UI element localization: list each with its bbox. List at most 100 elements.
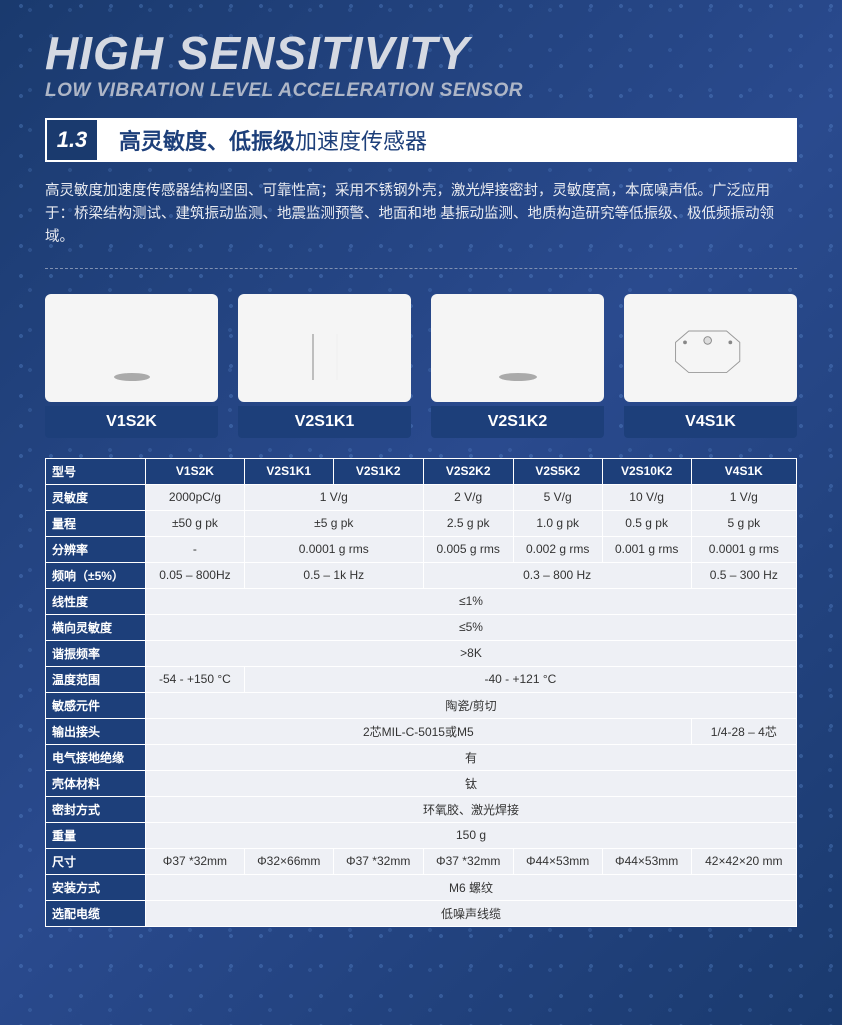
product-image — [45, 294, 218, 402]
table-cell: Φ44×53mm — [513, 848, 602, 874]
table-cell: -54 - +150 °C — [146, 666, 245, 692]
table-row: 分辨率-0.0001 g rms0.005 g rms0.002 g rms0.… — [46, 536, 797, 562]
table-cell: 低噪声线缆 — [146, 900, 797, 926]
table-row: 安装方式M6 螺纹 — [46, 874, 797, 900]
table-cell: 0.0001 g rms — [244, 536, 423, 562]
table-cell: 0.5 – 1k Hz — [244, 562, 423, 588]
section-number: 1.3 — [45, 118, 99, 162]
table-cell: 2000pC/g — [146, 484, 245, 510]
table-cell: 有 — [146, 744, 797, 770]
section-title-light: 加速度传感器 — [295, 124, 427, 156]
table-cell: -40 - +121 °C — [244, 666, 796, 692]
table-row: 电气接地绝缘有 — [46, 744, 797, 770]
row-label: 横向灵敏度 — [46, 614, 146, 640]
table-cell: 1 V/g — [691, 484, 796, 510]
table-cell: 0.001 g rms — [602, 536, 691, 562]
table-cell: 0.5 – 300 Hz — [691, 562, 796, 588]
table-header: V2S5K2 — [513, 458, 602, 484]
table-cell: 1/4-28 – 4芯 — [691, 718, 796, 744]
row-label: 尺寸 — [46, 848, 146, 874]
product-card: V2S1K1 — [238, 294, 411, 438]
table-row: 横向灵敏度≤5% — [46, 614, 797, 640]
table-cell: 0.3 – 800 Hz — [423, 562, 691, 588]
product-card: V4S1K — [624, 294, 797, 438]
table-header: V2S1K2 — [333, 458, 423, 484]
table-cell: 0.05 – 800Hz — [146, 562, 245, 588]
table-cell: M6 螺纹 — [146, 874, 797, 900]
sensor-icon — [295, 310, 355, 385]
product-model-label: V1S2K — [45, 406, 218, 438]
table-cell: 陶瓷/剪切 — [146, 692, 797, 718]
table-cell: 10 V/g — [602, 484, 691, 510]
row-label: 温度范围 — [46, 666, 146, 692]
table-row: 敏感元件陶瓷/剪切 — [46, 692, 797, 718]
row-label: 安装方式 — [46, 874, 146, 900]
table-cell: 0.0001 g rms — [691, 536, 796, 562]
table-cell: ≤5% — [146, 614, 797, 640]
row-label: 分辨率 — [46, 536, 146, 562]
table-cell: Φ32×66mm — [244, 848, 333, 874]
product-image — [431, 294, 604, 402]
row-label: 壳体材料 — [46, 770, 146, 796]
table-cell: 2芯MIL-C-5015或M5 — [146, 718, 692, 744]
product-model-label: V2S1K1 — [238, 406, 411, 438]
table-row: 频响（±5%）0.05 – 800Hz0.5 – 1k Hz0.3 – 800 … — [46, 562, 797, 588]
table-row: 谐振频率>8K — [46, 640, 797, 666]
table-cell: 0.005 g rms — [423, 536, 513, 562]
table-row: 尺寸Φ37 *32mmΦ32×66mmΦ37 *32mmΦ37 *32mmΦ44… — [46, 848, 797, 874]
table-row: 壳体材料钛 — [46, 770, 797, 796]
sensor-icon — [668, 318, 753, 378]
table-header: V4S1K — [691, 458, 796, 484]
section-title-bold: 高灵敏度、低振级 — [119, 124, 295, 156]
row-label: 密封方式 — [46, 796, 146, 822]
page-subtitle-en: LOW VIBRATION LEVEL ACCELERATION SENSOR — [45, 80, 797, 102]
table-cell: 环氧胶、激光焊接 — [146, 796, 797, 822]
row-label: 重量 — [46, 822, 146, 848]
table-cell: >8K — [146, 640, 797, 666]
row-label: 频响（±5%） — [46, 562, 146, 588]
divider — [45, 268, 797, 269]
table-cell: 0.002 g rms — [513, 536, 602, 562]
table-cell: 150 g — [146, 822, 797, 848]
table-header: V2S1K1 — [244, 458, 333, 484]
table-cell: 42×42×20 mm — [691, 848, 796, 874]
table-cell: 0.5 g pk — [602, 510, 691, 536]
row-label: 敏感元件 — [46, 692, 146, 718]
product-image — [624, 294, 797, 402]
section-header: 1.3 高灵敏度、低振级加速度传感器 — [45, 118, 797, 162]
table-cell: Φ37 *32mm — [146, 848, 245, 874]
table-cell: ±50 g pk — [146, 510, 245, 536]
sensor-icon — [102, 310, 162, 385]
table-cell: 钛 — [146, 770, 797, 796]
product-card-row: V1S2K V2S1K1 V2S1K2 V4S1K — [45, 294, 797, 438]
table-cell: 5 g pk — [691, 510, 796, 536]
page-title-en: HIGH SENSITIVITY — [45, 30, 797, 76]
table-cell: ≤1% — [146, 588, 797, 614]
table-cell: 1 V/g — [244, 484, 423, 510]
table-row: 密封方式环氧胶、激光焊接 — [46, 796, 797, 822]
table-row: 温度范围-54 - +150 °C-40 - +121 °C — [46, 666, 797, 692]
table-row: 重量150 g — [46, 822, 797, 848]
table-cell: Φ37 *32mm — [423, 848, 513, 874]
spec-table: 型号V1S2KV2S1K1V2S1K2V2S2K2V2S5K2V2S10K2V4… — [45, 458, 797, 927]
table-row: 输出接头2芯MIL-C-5015或M51/4-28 – 4芯 — [46, 718, 797, 744]
product-image — [238, 294, 411, 402]
product-model-label: V2S1K2 — [431, 406, 604, 438]
row-label: 谐振频率 — [46, 640, 146, 666]
sensor-icon — [488, 310, 548, 385]
table-cell: 5 V/g — [513, 484, 602, 510]
table-row: 量程±50 g pk±5 g pk2.5 g pk1.0 g pk0.5 g p… — [46, 510, 797, 536]
section-title-cn: 高灵敏度、低振级加速度传感器 — [99, 118, 797, 162]
row-label: 输出接头 — [46, 718, 146, 744]
row-label: 选配电缆 — [46, 900, 146, 926]
table-row: 灵敏度2000pC/g1 V/g2 V/g5 V/g10 V/g1 V/g — [46, 484, 797, 510]
row-label: 线性度 — [46, 588, 146, 614]
table-cell: Φ37 *32mm — [333, 848, 423, 874]
table-row: 选配电缆低噪声线缆 — [46, 900, 797, 926]
table-header: V2S2K2 — [423, 458, 513, 484]
row-label: 电气接地绝缘 — [46, 744, 146, 770]
table-cell: 2.5 g pk — [423, 510, 513, 536]
table-cell: 2 V/g — [423, 484, 513, 510]
table-header: V2S10K2 — [602, 458, 691, 484]
row-label: 灵敏度 — [46, 484, 146, 510]
